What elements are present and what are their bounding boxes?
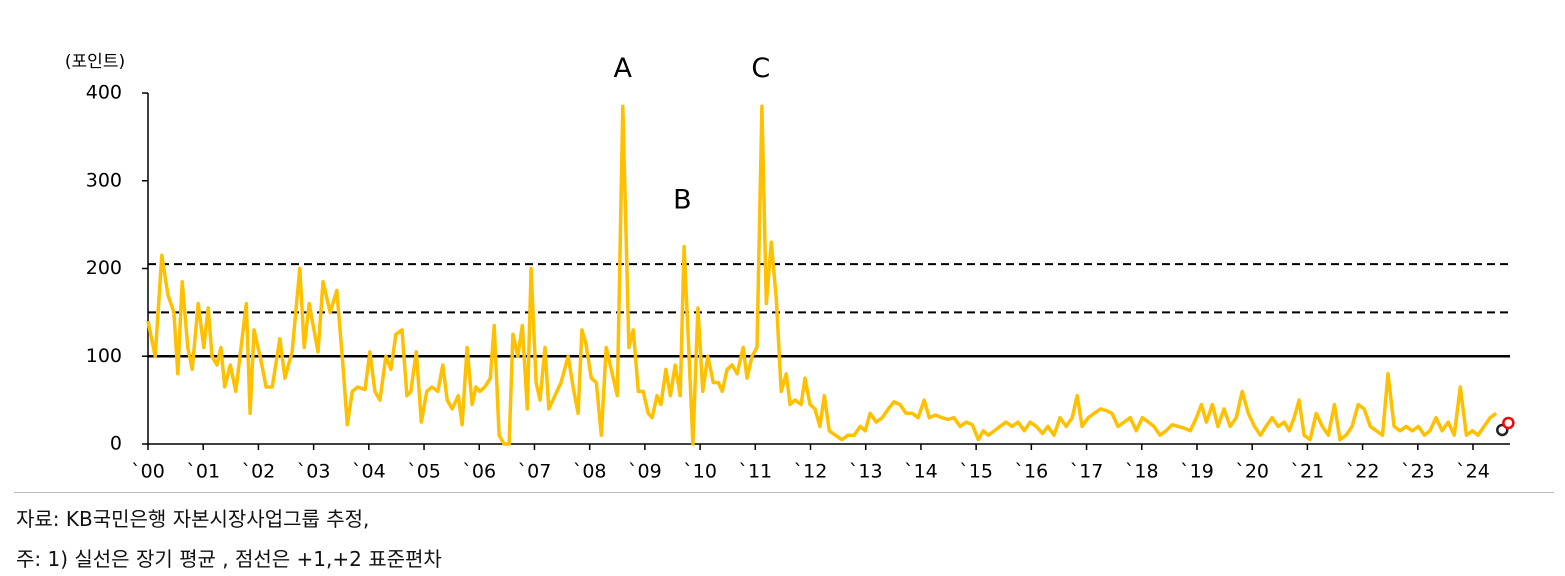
- x-tick-label: `01: [186, 461, 220, 483]
- annotation: B: [673, 184, 692, 215]
- x-tick-label: `19: [1180, 461, 1214, 483]
- annotation: C: [751, 53, 770, 84]
- x-tick-label: `16: [1014, 461, 1048, 483]
- x-tick-label: `12: [794, 461, 828, 483]
- y-tick-label: 400: [86, 82, 122, 104]
- y-tick-label: 200: [86, 257, 122, 279]
- x-tick-label: `04: [352, 461, 386, 483]
- x-tick-label: `10: [683, 461, 717, 483]
- x-tick-label: `13: [849, 461, 883, 483]
- x-tick-label: `20: [1235, 461, 1269, 483]
- x-tick-label: `15: [959, 461, 993, 483]
- x-tick-label: `09: [628, 461, 662, 483]
- x-tick-label: `08: [573, 461, 607, 483]
- end-marker: [1502, 416, 1515, 430]
- data-line: [146, 104, 1498, 446]
- separator: [14, 492, 1554, 493]
- y-tick-label: 300: [86, 169, 122, 191]
- x-tick-label: `14: [904, 461, 938, 483]
- x-tick-label: `22: [1346, 461, 1380, 483]
- x-tick-label: `23: [1401, 461, 1435, 483]
- y-tick-label: 100: [86, 345, 122, 367]
- x-tick-label: `06: [462, 461, 496, 483]
- source-note: 자료: KB국민은행 자본시장사업그룹 추정,: [16, 507, 370, 531]
- x-tick-label: `00: [131, 461, 165, 483]
- y-unit-label: (포인트): [65, 52, 125, 72]
- x-tick-label: `11: [738, 461, 772, 483]
- y-tick-label: 0: [110, 433, 122, 455]
- chart: (포인트) 0 100 200 300 400 `00 `01 `02 `03 `04 `05 `06…: [65, 52, 1515, 483]
- x-tick-label: `07: [518, 461, 552, 483]
- annotation: A: [614, 53, 633, 84]
- x-tick-label: `02: [242, 461, 276, 483]
- x-tick-label: `21: [1291, 461, 1325, 483]
- x-tick-label: `18: [1125, 461, 1159, 483]
- x-tick-label: `05: [407, 461, 441, 483]
- footnote: 주: 1) 실선은 장기 평균 , 점선은 +1,+2 표준편차: [16, 547, 442, 571]
- x-tick-label: `24: [1456, 461, 1490, 483]
- x-tick-label: `17: [1070, 461, 1104, 483]
- x-tick-label: `03: [297, 461, 331, 483]
